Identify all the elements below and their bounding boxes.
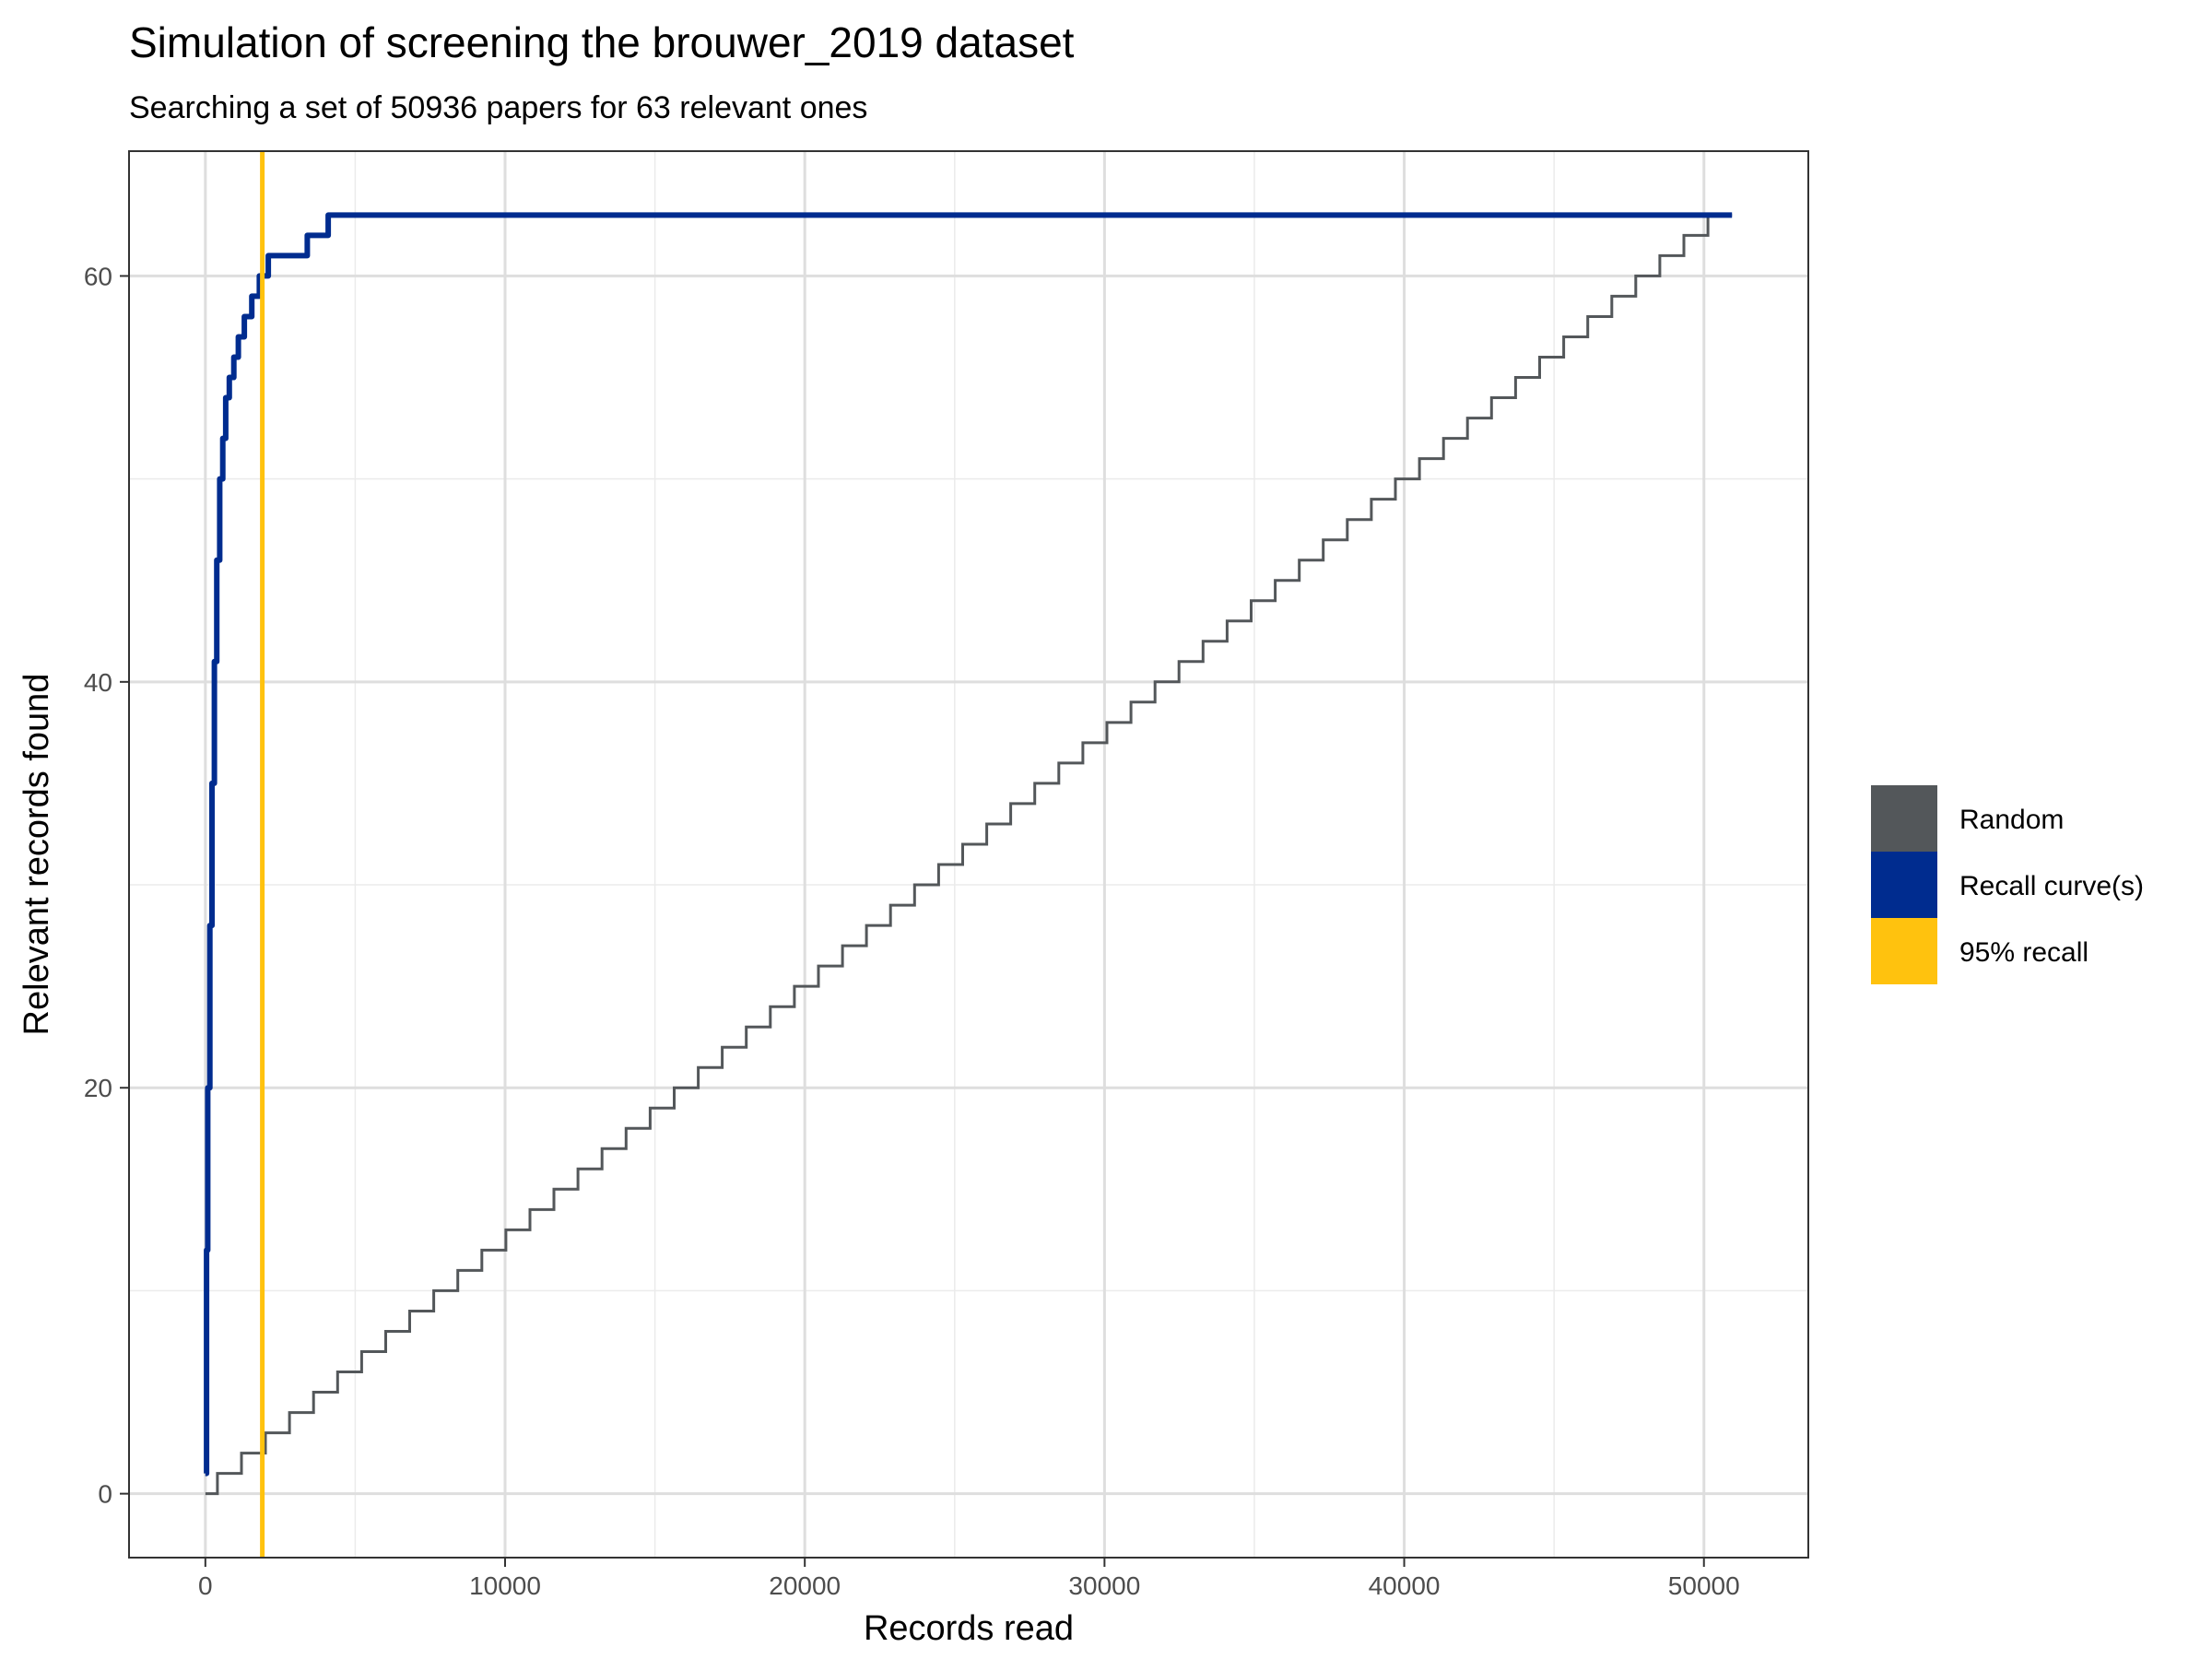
x-tick-label: 20000 (769, 1571, 841, 1600)
plot-panel-border (128, 150, 1809, 1559)
y-axis: 0 20 40 60 (84, 262, 129, 1509)
x-tick-label: 30000 (1068, 1571, 1140, 1600)
legend-label-recall: Recall curve(s) (1959, 871, 2144, 901)
x-tick-label: 40000 (1369, 1571, 1441, 1600)
y-tick-label: 0 (98, 1480, 112, 1509)
x-tick-label: 0 (198, 1571, 213, 1600)
legend-label-random: Random (1959, 805, 2064, 835)
x-axis-title: Records read (864, 1609, 1074, 1648)
random-line (205, 213, 1733, 1496)
recall-series (204, 212, 1733, 1477)
recall-curve-line (204, 212, 1733, 1477)
legend-key-95-recall (1871, 918, 1937, 984)
random-series (205, 213, 1733, 1496)
y-axis-title: Relevant records found (18, 674, 56, 1036)
grid-lines (129, 151, 1808, 1558)
legend-key-recall (1871, 852, 1937, 918)
legend-key-random (1871, 785, 1937, 852)
x-tick-label: 50000 (1668, 1571, 1740, 1600)
y-tick-label: 20 (84, 1074, 112, 1102)
y-tick-label: 40 (84, 668, 112, 697)
legend: Random Recall curve(s) 95% recall (1871, 785, 2144, 984)
x-axis: 0 10000 20000 30000 40000 50000 (198, 1558, 1740, 1600)
legend-label-95-recall: 95% recall (1959, 937, 2088, 968)
y-tick-label: 60 (84, 262, 112, 290)
plot-panel-background (129, 151, 1808, 1558)
x-tick-label: 10000 (469, 1571, 541, 1600)
chart-subtitle: Searching a set of 50936 papers for 63 r… (129, 90, 867, 125)
plot-panel (129, 151, 1808, 1558)
chart-title: Simulation of screening the brouwer_2019… (129, 18, 1075, 66)
